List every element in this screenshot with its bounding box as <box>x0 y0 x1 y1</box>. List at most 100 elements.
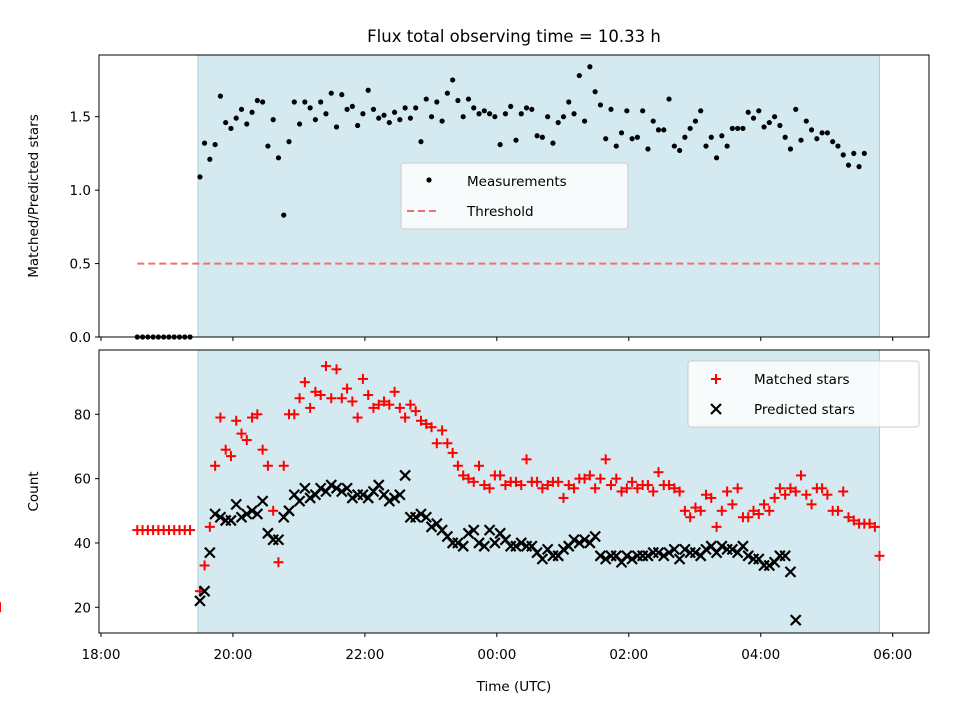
measurement-point <box>687 125 693 132</box>
matched-point <box>474 460 485 471</box>
legend-predicted-marker <box>710 403 722 415</box>
matched-point <box>711 521 722 532</box>
measurement-point <box>434 99 440 105</box>
measurement-point <box>344 106 350 112</box>
measurement-point <box>460 114 466 120</box>
matched-point <box>690 502 701 513</box>
matched-point <box>642 480 653 491</box>
measurement-point <box>513 137 519 143</box>
measurement-point <box>592 89 598 95</box>
matched-point <box>648 486 659 497</box>
matched-point <box>632 483 643 494</box>
matched-point <box>563 480 574 491</box>
legend-label: Predicted stars <box>754 402 855 418</box>
x-tick-label: 18:00 <box>82 647 121 663</box>
predicted-point-b <box>256 495 269 507</box>
y-tick-label: 1.0 <box>70 183 91 199</box>
predicted-point <box>700 543 712 556</box>
predicted-point-b <box>742 550 754 562</box>
measurement-point <box>835 143 841 149</box>
matched-point <box>621 483 632 494</box>
measurement-point <box>618 130 625 136</box>
matched-point <box>484 483 495 494</box>
measurement-point <box>719 133 725 139</box>
matched-point <box>368 402 379 413</box>
matched-point <box>838 486 849 497</box>
predicted-point-b <box>663 546 675 559</box>
predicted-point <box>578 533 591 546</box>
matched-point <box>679 505 690 516</box>
measurement-point <box>212 141 218 148</box>
matched-point <box>289 409 300 420</box>
measurement-point <box>545 114 551 120</box>
measurement-point <box>555 119 561 126</box>
measurement-point <box>845 162 852 168</box>
measurement-point <box>254 97 260 104</box>
predicted-point <box>304 492 316 504</box>
predicted-point-b <box>251 508 264 520</box>
measurement-point <box>518 111 524 117</box>
legend-predicted-b <box>710 403 722 415</box>
measurement-point <box>608 106 614 112</box>
predicted-point-b <box>431 517 443 530</box>
predicted-point-b <box>462 527 475 540</box>
predicted-point-b <box>668 543 681 556</box>
matched-point <box>822 489 833 500</box>
matched-point <box>452 460 463 471</box>
matched-point <box>273 557 284 568</box>
matched-point <box>347 396 358 407</box>
matched-point <box>394 402 405 413</box>
matched-point <box>542 480 553 491</box>
matched-point <box>431 438 442 449</box>
predicted-point <box>283 505 295 517</box>
predicted-point-b <box>536 553 549 565</box>
measurement-point <box>450 77 456 83</box>
predicted-point <box>230 498 243 511</box>
measurement-point <box>698 108 704 114</box>
predicted-point-b <box>425 521 438 533</box>
measurement-point <box>397 117 403 123</box>
measurement-point <box>291 99 297 105</box>
matched-point <box>426 422 437 433</box>
predicted-point <box>716 540 728 552</box>
predicted-point-b <box>457 540 469 552</box>
predicted-point <box>621 550 633 562</box>
measurement-point <box>386 119 392 126</box>
measurement-point <box>465 96 472 102</box>
matched-point <box>373 399 384 410</box>
matched-point <box>220 444 231 455</box>
measurement-point <box>407 115 414 121</box>
matched-point <box>716 505 727 516</box>
measurement-point <box>624 108 630 114</box>
measurement-point <box>323 111 329 117</box>
predicted-point <box>573 537 586 549</box>
predicted-point-b <box>526 540 538 552</box>
predicted-point-b <box>642 550 654 562</box>
predicted-point-b <box>499 533 512 546</box>
predicted-point <box>457 540 469 552</box>
predicted-point-b <box>657 550 670 562</box>
measurement-point <box>497 141 503 148</box>
predicted-point-b <box>325 479 338 491</box>
x-tick-label: 00:00 <box>477 647 516 663</box>
matched-point <box>600 454 611 465</box>
measurement-point <box>640 108 646 114</box>
predicted-point-b <box>246 505 258 517</box>
predicted-point <box>536 553 549 565</box>
predicted-point-b <box>415 508 427 520</box>
matched-point <box>442 438 453 449</box>
matched-point <box>447 447 458 458</box>
measurement-point <box>803 118 809 124</box>
x-tick-label: 22:00 <box>345 647 384 663</box>
predicted-point-b <box>716 540 728 552</box>
matched-point <box>627 476 638 487</box>
predicted-point-b <box>436 524 448 536</box>
measurement-point <box>439 118 445 124</box>
predicted-point-b <box>726 543 739 556</box>
y-axis-label: Matched/Predicted stars <box>26 114 42 277</box>
matched-point <box>463 473 474 484</box>
predicted-point-b <box>573 537 586 549</box>
measurement-point <box>634 134 640 140</box>
predicted-point-b <box>626 553 638 565</box>
measurement-point <box>550 140 556 146</box>
